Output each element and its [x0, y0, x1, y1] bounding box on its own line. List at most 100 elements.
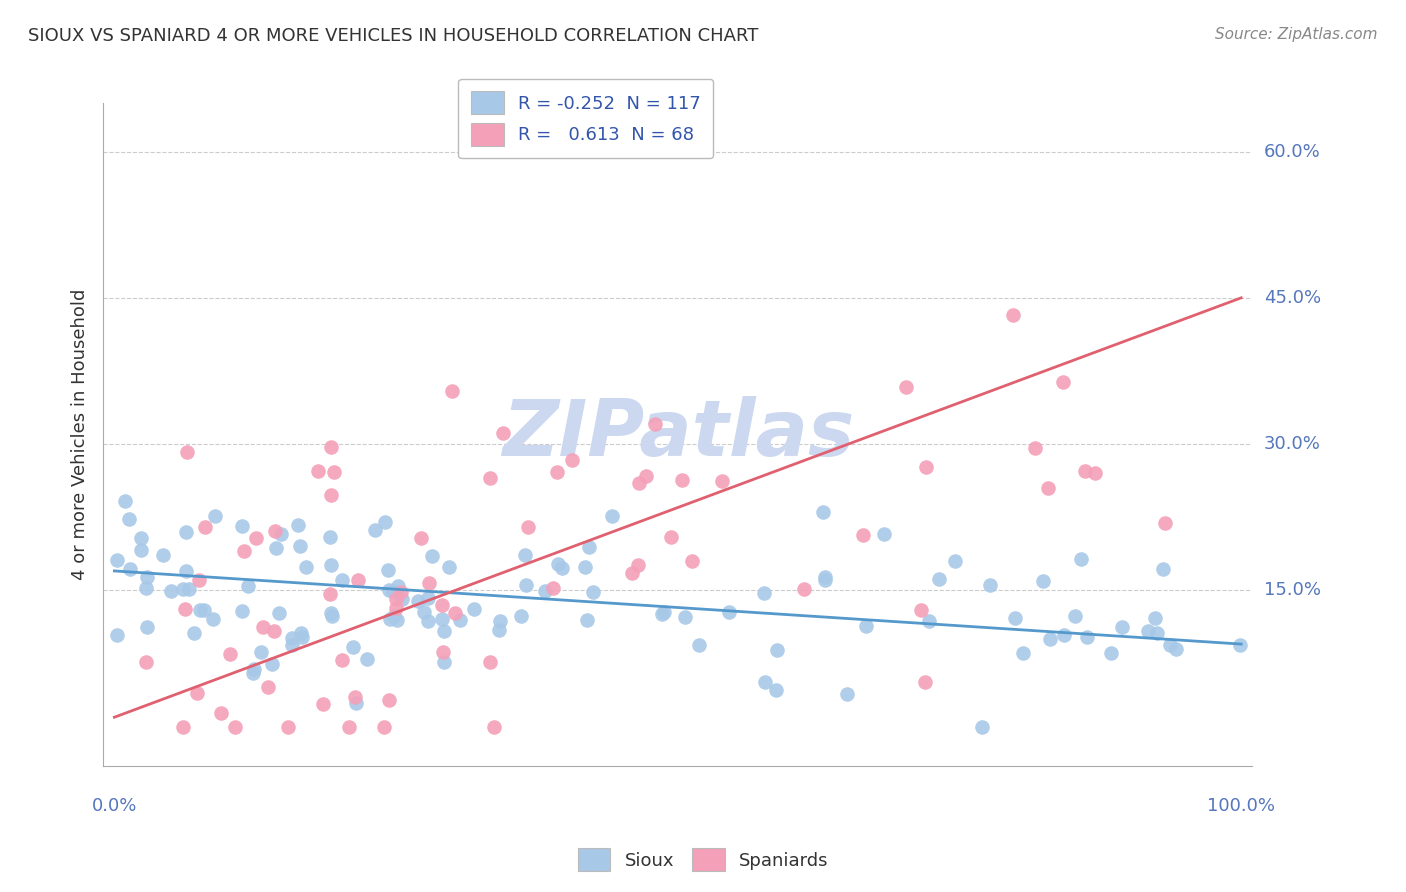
Text: 60.0%: 60.0% — [1264, 143, 1320, 161]
Point — [582, 585, 605, 599]
Point — [105, 553, 128, 567]
Point — [174, 524, 197, 539]
Point — [928, 572, 950, 586]
Point — [202, 612, 225, 626]
Point — [652, 606, 675, 620]
Point — [242, 662, 264, 676]
Point — [269, 606, 291, 620]
Point — [1229, 639, 1251, 653]
Point — [534, 583, 557, 598]
Point — [1039, 632, 1062, 647]
Point — [176, 445, 198, 459]
Point — [1076, 630, 1098, 644]
Text: SIOUX VS SPANIARD 4 OR MORE VEHICLES IN HOUSEHOLD CORRELATION CHART: SIOUX VS SPANIARD 4 OR MORE VEHICLES IN … — [28, 27, 758, 45]
Point — [718, 605, 741, 619]
Point — [1074, 464, 1097, 478]
Point — [281, 638, 304, 652]
Point — [576, 613, 599, 627]
Point — [344, 690, 367, 704]
Point — [1032, 574, 1054, 589]
Point — [389, 585, 412, 599]
Point — [233, 544, 256, 558]
Point — [515, 577, 537, 591]
Point — [651, 607, 673, 621]
Point — [547, 558, 569, 572]
Point — [1136, 624, 1159, 639]
Point — [330, 573, 353, 587]
Point — [602, 509, 624, 524]
Text: 45.0%: 45.0% — [1264, 289, 1320, 307]
Point — [418, 576, 440, 591]
Point — [291, 631, 314, 645]
Point — [418, 614, 440, 628]
Point — [1063, 608, 1085, 623]
Point — [387, 579, 409, 593]
Point — [463, 601, 485, 615]
Point — [374, 516, 396, 530]
Point — [482, 720, 505, 734]
Point — [578, 540, 600, 554]
Point — [1152, 561, 1174, 575]
Point — [688, 638, 710, 652]
Point — [188, 602, 211, 616]
Point — [488, 624, 510, 638]
Point — [312, 698, 335, 712]
Point — [117, 512, 139, 526]
Point — [219, 647, 242, 661]
Point — [270, 526, 292, 541]
Point — [378, 582, 401, 597]
Point — [231, 605, 253, 619]
Point — [172, 582, 194, 597]
Point — [152, 548, 174, 562]
Point — [444, 606, 467, 620]
Point — [979, 578, 1001, 592]
Point — [277, 720, 299, 734]
Point — [855, 619, 877, 633]
Point — [264, 541, 287, 555]
Point — [114, 494, 136, 508]
Point — [433, 655, 456, 669]
Point — [1146, 625, 1168, 640]
Point — [420, 549, 443, 563]
Point — [288, 539, 311, 553]
Point — [896, 380, 918, 394]
Text: 0.0%: 0.0% — [91, 797, 136, 814]
Point — [1002, 309, 1025, 323]
Point — [970, 720, 993, 734]
Point — [287, 517, 309, 532]
Point — [105, 627, 128, 641]
Point — [412, 605, 434, 619]
Text: 15.0%: 15.0% — [1264, 582, 1320, 599]
Point — [418, 591, 440, 605]
Point — [561, 452, 583, 467]
Point — [252, 620, 274, 634]
Y-axis label: 4 or more Vehicles in Household: 4 or more Vehicles in Household — [72, 289, 89, 580]
Point — [385, 600, 408, 615]
Point — [492, 426, 515, 441]
Point — [290, 626, 312, 640]
Point — [914, 674, 936, 689]
Point — [478, 655, 501, 669]
Point — [661, 530, 683, 544]
Point — [129, 531, 152, 545]
Point — [430, 598, 453, 612]
Point — [432, 645, 454, 659]
Point — [280, 631, 302, 645]
Point — [814, 570, 837, 584]
Text: 30.0%: 30.0% — [1264, 435, 1320, 453]
Point — [541, 582, 564, 596]
Point — [1153, 516, 1175, 530]
Point — [337, 720, 360, 734]
Point — [1164, 641, 1187, 656]
Point — [918, 614, 941, 628]
Point — [120, 561, 142, 575]
Point — [242, 666, 264, 681]
Point — [378, 693, 401, 707]
Text: ZIPatlas: ZIPatlas — [502, 396, 853, 473]
Point — [1052, 375, 1074, 389]
Point — [322, 465, 344, 479]
Point — [160, 583, 183, 598]
Point — [187, 573, 209, 587]
Point — [430, 612, 453, 626]
Point — [1111, 619, 1133, 633]
